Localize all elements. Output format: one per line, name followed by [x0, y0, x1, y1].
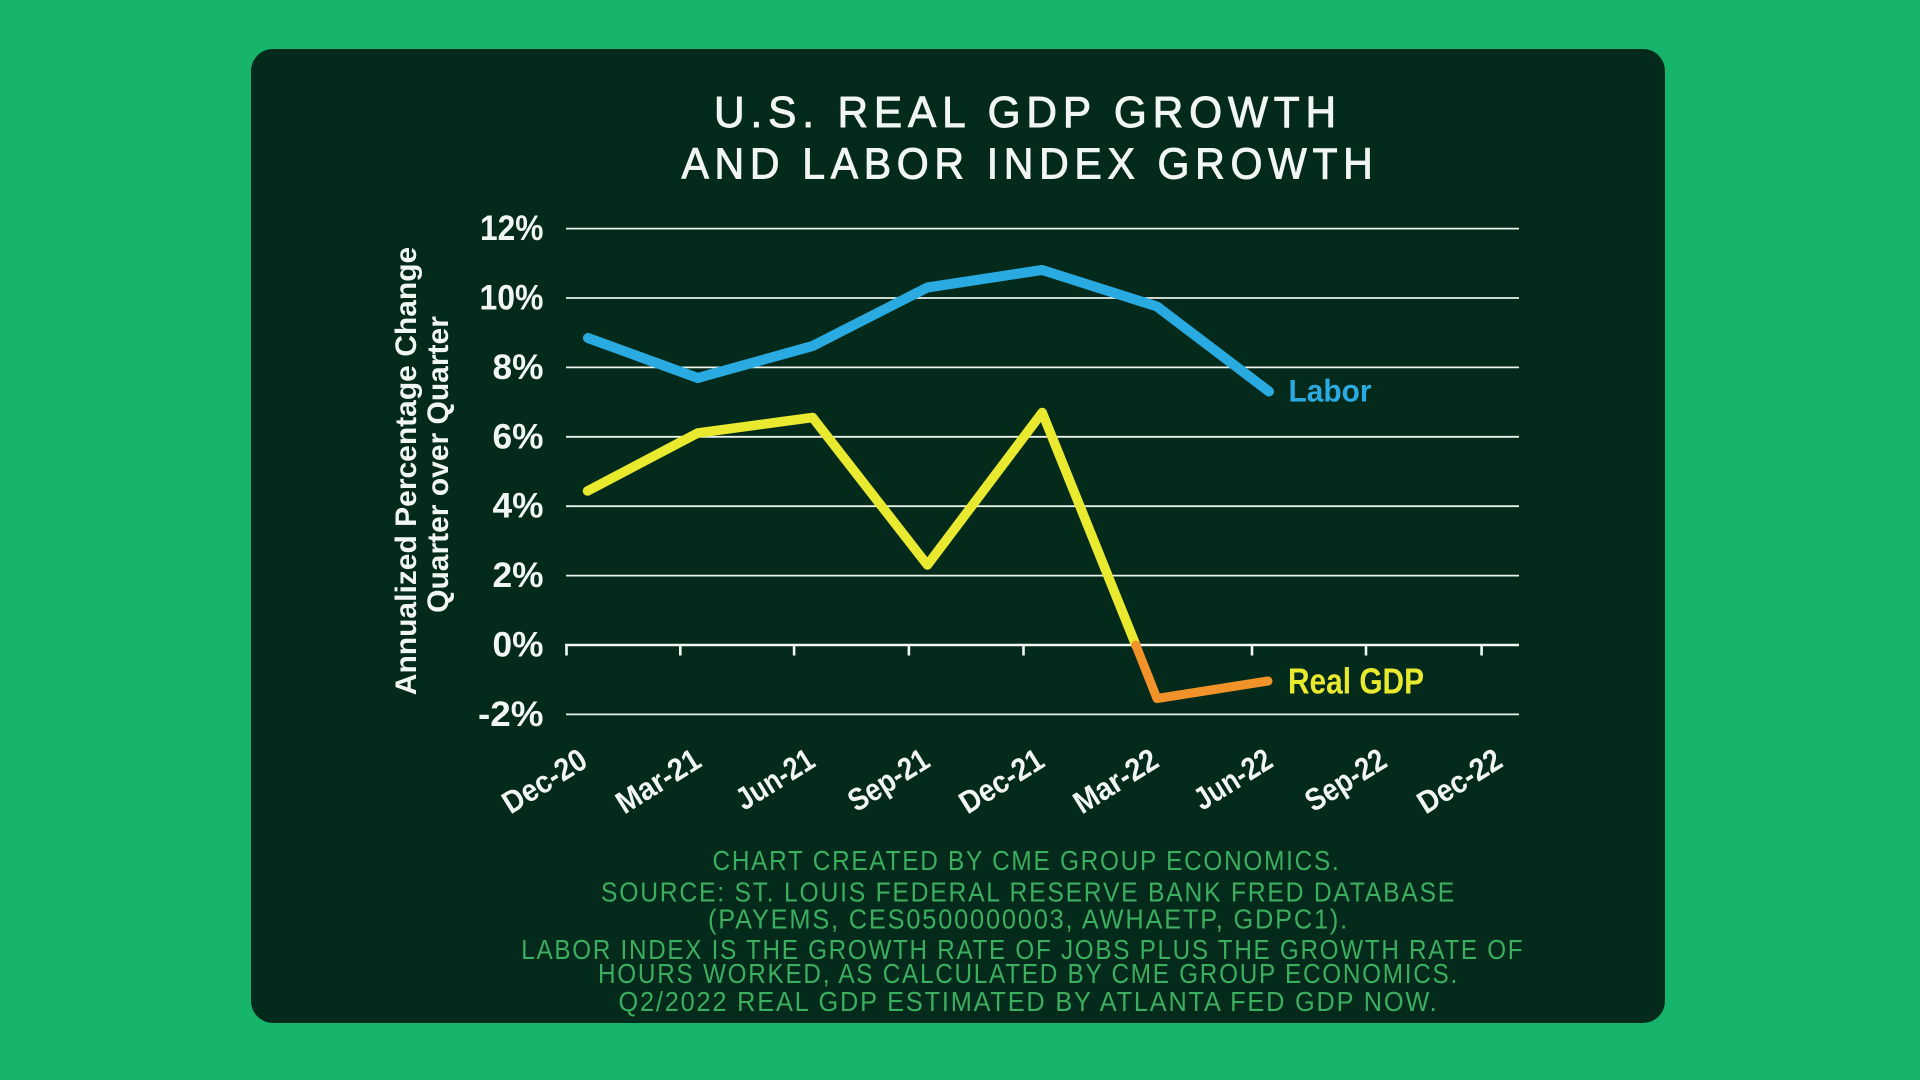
svg-text:LABOR INDEX IS THE GROWTH RATE: LABOR INDEX IS THE GROWTH RATE OF JOBS P… [521, 934, 1524, 965]
svg-text:SOURCE: ST. LOUIS FEDERAL RESE: SOURCE: ST. LOUIS FEDERAL RESERVE BANK F… [601, 877, 1456, 908]
svg-text:HOURS WORKED, AS CALCULATED BY: HOURS WORKED, AS CALCULATED BY CME GROUP… [598, 958, 1459, 989]
svg-text:Quarter over Quarter: Quarter over Quarter [422, 316, 455, 613]
svg-text:Real GDP: Real GDP [1288, 661, 1424, 702]
svg-text:4%: 4% [493, 487, 544, 526]
svg-text:12%: 12% [480, 209, 544, 248]
svg-text:10%: 10% [480, 279, 544, 318]
svg-text:U.S. REAL GDP GROWTH: U.S. REAL GDP GROWTH [714, 89, 1342, 137]
svg-text:6%: 6% [493, 417, 544, 456]
svg-text:-2%: -2% [478, 695, 544, 734]
svg-text:AND LABOR INDEX GROWTH: AND LABOR INDEX GROWTH [682, 141, 1379, 189]
svg-text:0%: 0% [493, 626, 544, 665]
svg-text:2%: 2% [493, 556, 544, 595]
svg-text:CHART CREATED BY CME GROUP ECO: CHART CREATED BY CME GROUP ECONOMICS. [713, 845, 1341, 876]
svg-text:Annualized Percentage Change: Annualized Percentage Change [390, 247, 423, 695]
svg-text:8%: 8% [493, 348, 544, 387]
svg-text:Q2/2022 REAL GDP ESTIMATED BY: Q2/2022 REAL GDP ESTIMATED BY ATLANTA FE… [619, 986, 1439, 1017]
svg-text:(PAYEMS, CES0500000003, AWHAET: (PAYEMS, CES0500000003, AWHAETP, GDPC1). [708, 904, 1349, 935]
svg-text:Labor: Labor [1289, 372, 1372, 408]
